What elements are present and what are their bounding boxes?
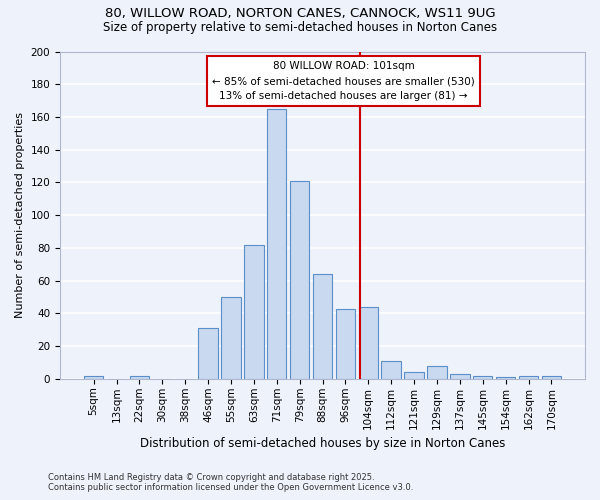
Bar — [450, 374, 470, 379]
Text: 80, WILLOW ROAD, NORTON CANES, CANNOCK, WS11 9UG: 80, WILLOW ROAD, NORTON CANES, CANNOCK, … — [104, 8, 496, 20]
Bar — [542, 376, 561, 379]
Y-axis label: Number of semi-detached properties: Number of semi-detached properties — [15, 112, 25, 318]
Text: Contains HM Land Registry data © Crown copyright and database right 2025.
Contai: Contains HM Land Registry data © Crown c… — [48, 473, 413, 492]
Bar — [221, 297, 241, 379]
Bar — [130, 376, 149, 379]
Text: 80 WILLOW ROAD: 101sqm
← 85% of semi-detached houses are smaller (530)
13% of se: 80 WILLOW ROAD: 101sqm ← 85% of semi-det… — [212, 62, 475, 101]
Bar — [335, 308, 355, 379]
Text: Size of property relative to semi-detached houses in Norton Canes: Size of property relative to semi-detach… — [103, 21, 497, 34]
Bar — [244, 244, 263, 379]
Bar — [382, 361, 401, 379]
Bar — [313, 274, 332, 379]
X-axis label: Distribution of semi-detached houses by size in Norton Canes: Distribution of semi-detached houses by … — [140, 437, 505, 450]
Bar — [473, 376, 493, 379]
Bar — [427, 366, 446, 379]
Bar — [404, 372, 424, 379]
Bar — [199, 328, 218, 379]
Bar — [267, 109, 286, 379]
Bar — [84, 376, 103, 379]
Bar — [496, 378, 515, 379]
Bar — [359, 307, 378, 379]
Bar — [519, 376, 538, 379]
Bar — [290, 181, 310, 379]
